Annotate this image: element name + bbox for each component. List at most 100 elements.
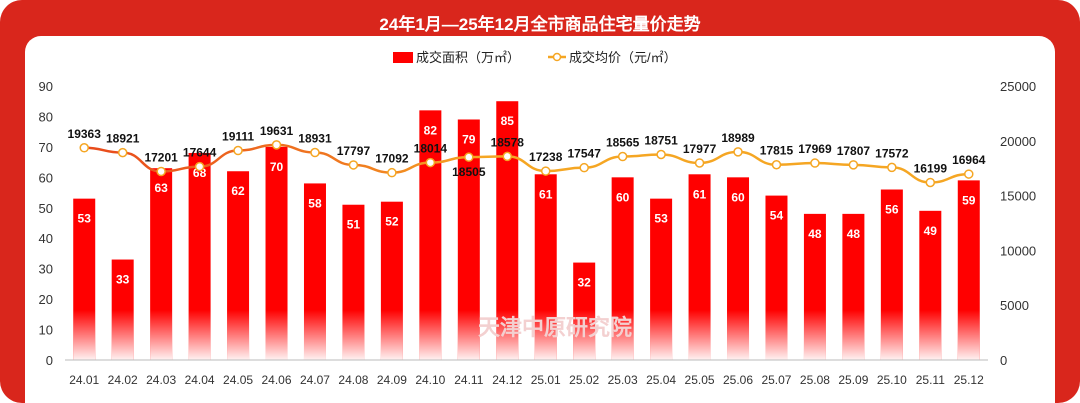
- x-tick: 24.04: [185, 373, 215, 387]
- price-label: 17547: [568, 147, 602, 161]
- price-point: [733, 147, 743, 157]
- bar-fade: [573, 310, 596, 360]
- price-label: 17807: [837, 144, 871, 158]
- y-right-tick: 0: [1000, 353, 1007, 368]
- bar: [496, 101, 519, 360]
- price-label: 17797: [337, 144, 371, 158]
- price-point: [925, 177, 936, 188]
- price-point: [771, 159, 782, 170]
- x-tick: 25.03: [608, 373, 638, 387]
- y-left-tick: 20: [39, 292, 53, 307]
- price-label: 19631: [260, 124, 294, 138]
- bar-fade: [957, 310, 980, 360]
- bar-fade: [765, 310, 788, 360]
- bar-fade: [111, 310, 134, 360]
- bar-label: 61: [539, 187, 553, 201]
- bar-label: 54: [770, 209, 784, 223]
- y-right-tick: 5000: [1000, 298, 1029, 313]
- bar-fade: [880, 310, 903, 360]
- bar-fade: [650, 310, 673, 360]
- bar-fade: [227, 310, 250, 360]
- y-left-tick: 50: [39, 201, 53, 216]
- bar-fade: [380, 310, 403, 360]
- x-tick: 24.07: [300, 373, 330, 387]
- y-right-tick: 15000: [1000, 189, 1036, 204]
- bar-label: 48: [808, 227, 822, 241]
- x-tick: 24.08: [338, 373, 368, 387]
- x-tick: 24.01: [69, 373, 99, 387]
- price-label: 17201: [144, 150, 178, 164]
- y-left-tick: 80: [39, 109, 53, 124]
- legend-line-marker: [552, 52, 562, 62]
- bar-label: 53: [78, 212, 92, 226]
- price-point: [310, 147, 320, 158]
- bar-label: 60: [616, 190, 630, 204]
- bar-fade: [611, 310, 634, 360]
- bar-label: 48: [847, 227, 861, 241]
- price-label: 18578: [491, 135, 525, 149]
- bar-label: 59: [962, 193, 976, 207]
- legend: 成交面积（万㎡） 成交均价（元/㎡）: [393, 50, 677, 65]
- price-point: [117, 147, 128, 158]
- bar-fade: [919, 310, 942, 360]
- price-point: [79, 143, 89, 153]
- bar: [265, 146, 288, 360]
- bar-label: 70: [270, 160, 284, 174]
- bar-fade: [688, 310, 711, 360]
- x-tick: 24.06: [262, 373, 292, 387]
- price-label: 18505: [452, 165, 486, 179]
- price-label: 16964: [952, 153, 986, 167]
- x-tick: 25.10: [877, 373, 907, 387]
- x-tick: 25.08: [800, 373, 830, 387]
- x-tick: 25.09: [838, 373, 868, 387]
- x-tick: 25.02: [569, 373, 599, 387]
- price-point: [502, 151, 513, 162]
- price-label: 18921: [106, 132, 140, 146]
- price-label: 17977: [683, 142, 717, 156]
- bar-label: 51: [347, 218, 361, 232]
- bar-label: 85: [501, 114, 515, 128]
- x-tick: 24.12: [492, 373, 522, 387]
- x-tick: 25.05: [685, 373, 715, 387]
- bar-fade: [342, 310, 365, 360]
- price-label: 16199: [914, 161, 948, 175]
- price-label: 17092: [375, 152, 409, 166]
- bar-fade: [727, 310, 750, 360]
- price-label: 18989: [721, 131, 755, 145]
- price-point: [425, 157, 436, 168]
- y-left-tick: 90: [39, 79, 53, 94]
- bar-label: 61: [693, 187, 707, 201]
- bar-label: 32: [578, 276, 592, 290]
- price-point: [233, 145, 243, 156]
- bar-fade: [534, 310, 557, 360]
- legend-bar-swatch: [393, 52, 413, 63]
- bar-fade: [803, 310, 826, 360]
- bar-fade: [73, 310, 96, 360]
- x-tick: 24.03: [146, 373, 176, 387]
- bar-fade: [303, 310, 326, 360]
- legend-bar-label: 成交面积（万㎡）: [416, 50, 520, 65]
- bar-fade: [457, 310, 480, 360]
- bar-label: 33: [116, 273, 130, 287]
- bar: [419, 110, 442, 360]
- x-tick: 25.01: [531, 373, 561, 387]
- x-tick: 24.10: [415, 373, 445, 387]
- price-point: [156, 166, 166, 177]
- price-point: [271, 140, 282, 150]
- price-point: [810, 158, 820, 168]
- bar-label: 60: [731, 190, 745, 204]
- bar-label: 62: [231, 184, 245, 198]
- price-label: 17644: [183, 146, 217, 160]
- bar: [188, 152, 211, 360]
- price-point: [887, 162, 897, 173]
- price-label: 18751: [644, 133, 678, 147]
- x-tick: 24.11: [454, 373, 483, 387]
- price-point: [694, 158, 705, 168]
- x-tick: 25.11: [916, 373, 945, 387]
- bar-label: 56: [885, 203, 899, 217]
- x-tick: 25.07: [761, 373, 791, 387]
- y-right-tick: 10000: [1000, 243, 1036, 258]
- bar-fade: [188, 310, 211, 360]
- price-point: [848, 160, 859, 170]
- price-label: 18565: [606, 136, 640, 150]
